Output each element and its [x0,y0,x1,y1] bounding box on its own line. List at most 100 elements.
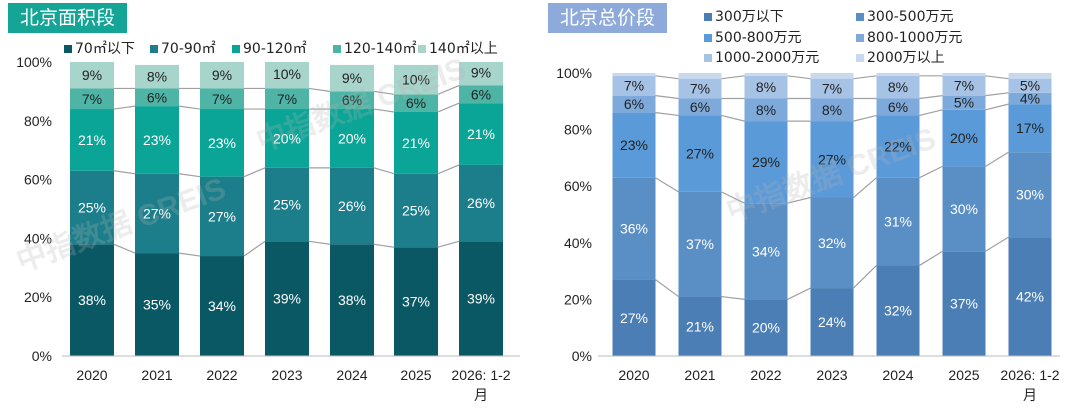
legend-item: 300万以下 [704,6,784,26]
legend-item: 1000-2000万元 [704,47,819,67]
bar-segment [810,78,854,99]
bar-segment [394,247,438,356]
bar-data-label: 9% [212,67,232,83]
x-tick-label: 2025 [948,367,979,383]
bar-segment [744,121,788,204]
series-connector-line [178,252,201,257]
bar-segment [942,166,986,252]
series-connector-line [113,170,136,175]
legend-label: 90-120㎡ [243,41,307,57]
bar-segment [744,98,788,122]
y-tick-label: 40% [564,235,592,251]
bar-segment [394,111,438,174]
bar-segment [1008,73,1052,79]
bar-segment [265,88,309,110]
bar-data-label: 37% [950,296,978,312]
bar-data-label: 35% [143,297,171,313]
series-connector-line [437,164,460,175]
bar-data-label: 7% [624,78,644,94]
legend-label: 70-90㎡ [161,41,216,57]
bar-data-label: 21% [402,135,430,151]
series-connector-line [919,109,943,117]
bar-data-label: 21% [467,126,495,142]
bar-segment [612,95,656,113]
series-connector-line [919,95,943,100]
y-tick-label: 0% [32,348,52,364]
series-connector-line [985,92,1009,97]
bar-segment [265,167,309,242]
series-connector-line [985,75,1009,80]
bar-segment [942,109,986,167]
x-tick-label: 2021 [141,367,172,383]
bar-data-label: 5% [954,95,974,111]
bar-data-label: 8% [888,79,908,95]
bar-segment [810,197,854,289]
bar-data-label: 6% [147,89,167,105]
legend-swatch [704,54,712,62]
series-connector-line [787,196,811,204]
bar-segment [612,112,656,178]
bar-segment [744,75,788,99]
bar-segment [678,98,722,116]
bar-data-label: 6% [888,99,908,115]
series-connector-line [437,240,460,248]
legend-swatch [704,34,712,42]
legend-label: 300-500万元 [867,9,954,25]
y-tick-label: 100% [556,65,592,81]
x-tick-label: 2023 [816,367,847,383]
bar-data-label: 20% [338,130,366,146]
bar-segment [678,73,722,79]
series-connector-line [853,114,877,122]
chart-title-price: 北京总价段 [548,3,668,33]
bar-data-label: 26% [467,195,495,211]
bar-segment [1008,152,1052,238]
legend-item: 120-140㎡ [333,38,417,58]
bar-data-label: 42% [1016,289,1044,305]
series-connector-line [853,177,877,198]
series-connector-line [373,243,395,248]
legend-item: 300-500万元 [856,6,954,26]
bar-data-label: 7% [277,91,297,107]
legend-item: 2000万以上 [856,47,945,67]
y-tick-label: 20% [564,291,592,307]
bar-data-label: 10% [273,66,301,82]
bar-data-label: 32% [818,235,846,251]
bar-segment [330,109,374,168]
legend-swatch [856,34,864,42]
bar-data-label: 37% [402,294,430,310]
x-tick-label-cont: 月 [474,387,488,403]
bar-data-label: 9% [471,64,491,80]
bar-segment [70,62,114,89]
series-connector-line [919,165,943,179]
bar-segment [70,244,114,356]
bar-data-label: 27% [143,205,171,221]
bar-segment [70,88,114,110]
x-tick-label: 2022 [750,367,781,383]
y-tick-label: 80% [24,113,52,129]
bar-data-label: 25% [402,202,430,218]
series-connector-line [787,75,811,80]
bar-segment [459,241,503,356]
series-connector-line [985,236,1009,252]
bar-data-label: 27% [208,208,236,224]
legend-swatch [64,45,72,53]
series-connector-line [308,87,331,92]
x-tick-label: 2026: 1-2 [451,367,510,383]
bar-segment [135,64,179,89]
series-connector-line [655,95,679,100]
legend-swatch [856,54,864,62]
bar-data-label: 10% [402,72,430,88]
y-tick-label: 60% [24,172,52,188]
bar-segment [265,241,309,356]
bar-segment [612,73,656,76]
bar-segment [135,173,179,254]
bar-segment [876,177,920,266]
bar-segment [394,173,438,248]
bar-segment [200,109,244,177]
legend-label: 800-1000万元 [867,30,963,46]
x-tick-label: 2021 [684,367,715,383]
bar-segment [678,191,722,297]
bar-data-label: 4% [1020,90,1040,106]
series-connector-line [437,102,460,113]
